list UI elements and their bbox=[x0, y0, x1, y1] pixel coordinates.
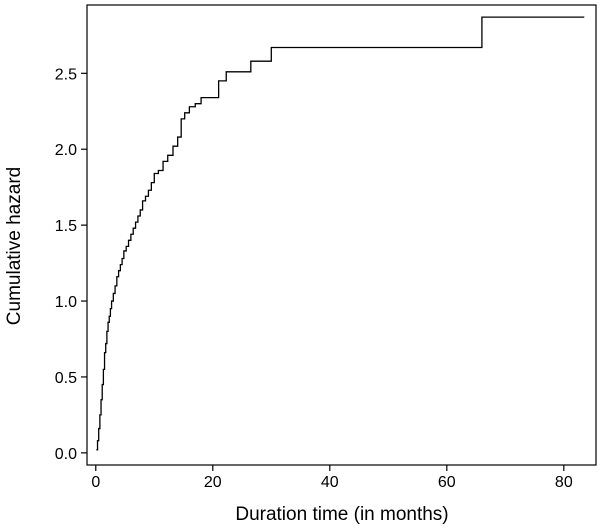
x-tick-label: 60 bbox=[438, 474, 456, 491]
cumulative-hazard-line bbox=[96, 16, 585, 451]
y-tick-label: 1.0 bbox=[55, 294, 77, 311]
y-tick-label: 2.0 bbox=[55, 142, 77, 159]
x-tick-label: 40 bbox=[321, 474, 339, 491]
y-tick-label: 2.5 bbox=[55, 66, 77, 83]
y-tick-label: 0.5 bbox=[55, 370, 77, 387]
x-axis-title: Duration time (in months) bbox=[235, 504, 448, 525]
y-axis-title: Cumulative hazard bbox=[4, 167, 25, 325]
plot-frame bbox=[86, 4, 597, 466]
y-tick-label: 1.5 bbox=[55, 218, 77, 235]
x-tick-label: 20 bbox=[204, 474, 222, 491]
y-tick-label: 0.0 bbox=[55, 446, 77, 463]
x-tick-label: 80 bbox=[555, 474, 573, 491]
y-axis: 0.0 0.5 1.0 1.5 2.0 2.5 bbox=[55, 66, 87, 463]
x-axis: 0 20 40 60 80 bbox=[91, 465, 573, 491]
x-tick-label: 0 bbox=[91, 474, 100, 491]
